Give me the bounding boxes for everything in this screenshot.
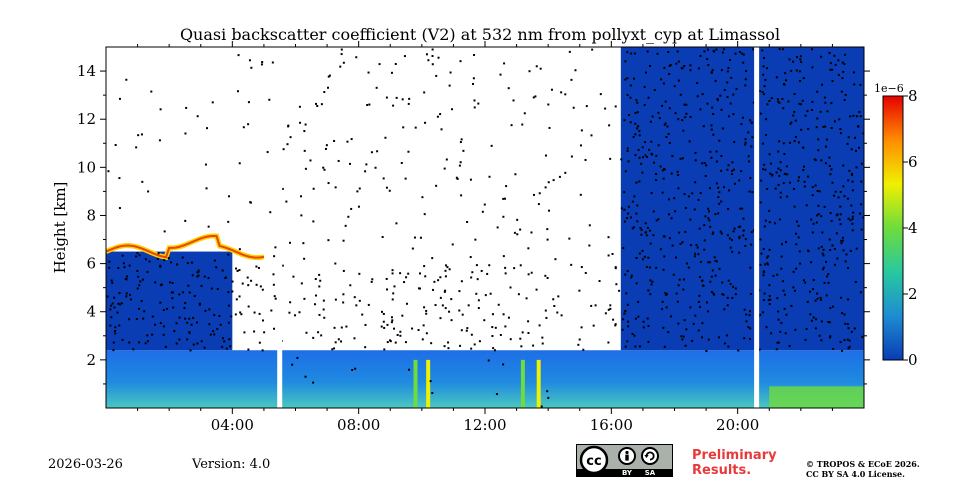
bright-aerosol-column (426, 359, 431, 408)
colorbar-exponent: 1e−6 (874, 82, 904, 95)
cc-icon (579, 445, 609, 475)
preliminary-results-note: Preliminary Results. (692, 448, 777, 478)
colorbar-gradient (882, 95, 904, 361)
y-tick-label: 4 (86, 303, 96, 321)
by-label: BY (622, 469, 633, 476)
x-tick-label: 08:00 (337, 416, 380, 434)
colorbar-tick-label: 4 (908, 219, 918, 237)
x-axis-label: Time [UTC] (441, 439, 530, 440)
copyright-note: © TROPOS & ECoE 2026. CC BY SA 4.0 Licen… (806, 459, 956, 479)
boundary-layer-band (106, 350, 864, 408)
backscatter-heatmap (106, 47, 864, 408)
bright-aerosol-column (536, 359, 541, 408)
y-axis-label: Height [km] (51, 182, 69, 274)
footer-date: 2026-03-26 (48, 457, 123, 472)
colorbar-tick-label: 6 (908, 153, 918, 171)
chart-title: Quasi backscatter coefficient (V2) at 53… (179, 25, 781, 44)
x-tick-label: 12:00 (463, 416, 506, 434)
axes: 04:00 08:00 12:00 16:00 20:00 2 4 6 8 10 12 14 Time … (51, 41, 870, 440)
y-tick-label: 12 (77, 110, 96, 128)
sa-label: SA (645, 469, 656, 476)
y-tick-label: 10 (77, 158, 96, 176)
data-gap (277, 47, 283, 408)
chart-canvas: 04:00 08:00 12:00 16:00 20:00 2 4 6 8 10 12 14 Time … (51, 41, 918, 440)
surface-aerosol-layer (769, 386, 864, 408)
x-tick-label: 04:00 (211, 416, 254, 434)
y-tick-label: 2 (86, 351, 96, 369)
noise-speckle (106, 48, 864, 408)
copyright-line-1: © TROPOS & ECoE 2026. (806, 459, 920, 469)
colorbar-tick-label: 8 (908, 87, 918, 105)
copyright-line-2: CC BY SA 4.0 License. (806, 469, 905, 479)
colorbar: 0 2 4 6 8 1e−6 (874, 82, 918, 369)
cc-badge-graphic: cc BY SA (577, 445, 672, 476)
bright-aerosol-column (520, 359, 525, 408)
y-tick-label: 8 (86, 206, 96, 224)
x-tick-label: 16:00 (590, 416, 633, 434)
share-alike-icon (641, 447, 659, 465)
data-gap (754, 47, 760, 408)
footer-version: Version: 4.0 (192, 457, 271, 472)
night-signal-late (620, 47, 864, 351)
y-tick-label: 6 (86, 255, 96, 273)
cloud-layer-edge (106, 234, 265, 259)
cc-icon-text: cc (586, 454, 601, 469)
y-tick-label: 14 (77, 62, 96, 80)
bright-aerosol-column (413, 359, 418, 408)
cc-license-badge[interactable]: cc BY SA (576, 444, 673, 477)
colorbar-tick-label: 2 (908, 285, 918, 303)
colorbar-tick-label: 0 (908, 351, 918, 369)
x-tick-label: 20:00 (716, 416, 759, 434)
